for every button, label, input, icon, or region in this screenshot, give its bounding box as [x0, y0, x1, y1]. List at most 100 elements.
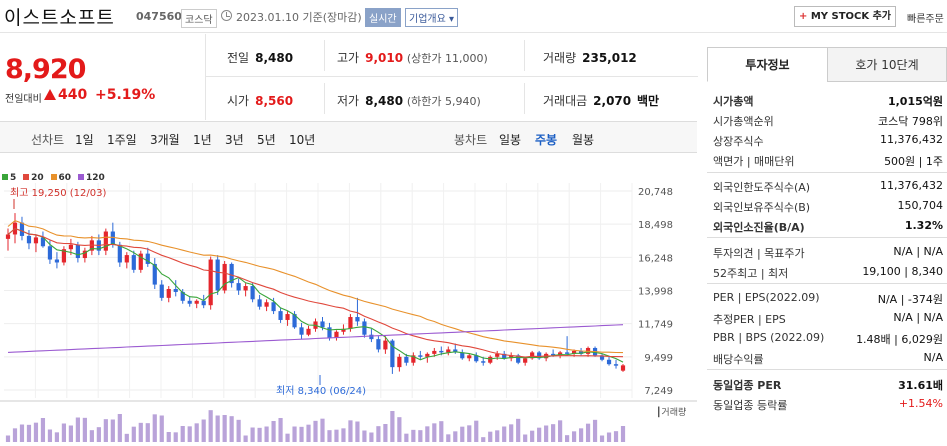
- up-triangle-icon: [44, 89, 56, 100]
- period-1d[interactable]: 1일: [75, 133, 94, 147]
- candle-body: [131, 255, 136, 270]
- volume-bar: [229, 416, 234, 442]
- investment-panel: 투자정보 호가 10단계 시가총액 1,015억원 시가총액순위 코스닥 798위 상장…: [707, 44, 947, 442]
- quick-order-button[interactable]: 빠른주문: [907, 14, 944, 25]
- candle-body: [68, 244, 73, 250]
- stats-row: 전일 8,480 고가 9,010 (상한가 11,000) 거래량 235,012: [206, 34, 698, 77]
- low-annotation: 최저 8,340 (06/24): [276, 385, 366, 397]
- volume-bar: [285, 433, 290, 442]
- candle-body: [222, 263, 227, 291]
- period-3m[interactable]: 3개월: [150, 133, 180, 147]
- candle-monthly[interactable]: 월봉: [572, 133, 595, 147]
- period-1y[interactable]: 1년: [193, 133, 212, 147]
- high-annotation: 최고 19,250 (12/03): [10, 187, 106, 199]
- volume-bar: [306, 424, 311, 442]
- candle-body: [110, 231, 115, 245]
- volume-bar: [187, 426, 192, 442]
- candle-body: [571, 350, 577, 354]
- period-10y[interactable]: 10년: [289, 133, 316, 147]
- period-bar: 선차트 1일 1주일 3개월 1년 3년 5년 10년 봉차트 일봉 주봉 월봉: [0, 121, 697, 153]
- volume-bar: [208, 410, 213, 442]
- candle-body: [159, 284, 164, 298]
- change-label: 전일대비: [5, 94, 42, 105]
- info-label: 외국인소진율(B/A): [713, 221, 805, 234]
- realtime-button[interactable]: 실시간: [365, 8, 401, 27]
- volume-bar: [453, 431, 458, 442]
- clock-icon: [221, 10, 232, 21]
- company-overview-dropdown[interactable]: 기업개요 ▾: [405, 8, 459, 27]
- candle-body: [551, 353, 556, 356]
- candle-body: [201, 300, 206, 306]
- volume-bar: [145, 423, 150, 442]
- volume-bar: [320, 418, 325, 442]
- volume-bar: [481, 437, 486, 442]
- info-row: 시가총액순위 코스닥 798위: [713, 111, 947, 131]
- tab-investment-info[interactable]: 투자정보: [707, 47, 828, 82]
- candle-body: [180, 291, 185, 301]
- candle-body: [502, 353, 507, 359]
- candle-body: [257, 299, 262, 307]
- volume-bar: [138, 422, 143, 442]
- volume-bar: [96, 427, 101, 442]
- price-change: 440: [44, 87, 87, 103]
- info-row: 동일업종 등락률 +1.54%: [713, 395, 947, 415]
- period-1w[interactable]: 1주일: [107, 133, 137, 147]
- volume-bar: [439, 421, 444, 442]
- tab-quote-10[interactable]: 호가 10단계: [827, 47, 947, 82]
- price-chart[interactable]: 5 20 60 120 20,748 18,498 16,248 13,998 11,7…: [0, 153, 697, 442]
- volume-label: 거래량: [543, 51, 577, 65]
- stats-table: 전일 8,480 고가 9,010 (상한가 11,000) 거래량 235,012 …: [205, 34, 698, 120]
- candle-body: [565, 352, 570, 354]
- candle-body: [250, 286, 255, 300]
- volume-bar: [390, 411, 395, 442]
- candle-body: [530, 352, 535, 359]
- chevron-down-icon: ▾: [449, 14, 455, 25]
- base-date: 2023.01.10 기준(장마감): [236, 11, 362, 24]
- volume-bar: [47, 429, 53, 442]
- volume-bar: [404, 433, 409, 442]
- info-label: 시가총액: [713, 95, 754, 108]
- candle-body: [369, 334, 374, 340]
- info-row: 상장주식수 11,376,432: [713, 131, 947, 151]
- ma120-line: [7, 324, 624, 353]
- candle-body: [117, 244, 122, 263]
- volume-bar: [620, 426, 626, 442]
- add-mystock-button[interactable]: + MY STOCK 추가: [794, 6, 896, 27]
- prev-close-label: 전일: [227, 51, 250, 65]
- candle-daily[interactable]: 일봉: [499, 133, 522, 147]
- period-3y[interactable]: 3년: [225, 133, 244, 147]
- candle-body: [61, 249, 67, 263]
- volume-bar: [355, 421, 360, 442]
- candle-weekly[interactable]: 주봉: [535, 133, 558, 147]
- candle-body: [362, 321, 367, 335]
- info-value: 31.61배: [898, 379, 943, 392]
- volume-bar: [446, 434, 451, 442]
- info-row: 외국인한도주식수(A) 11,376,432: [713, 177, 947, 197]
- price-change-percent: +5.19%: [95, 87, 156, 103]
- period-5y[interactable]: 5년: [257, 133, 276, 147]
- volume-bar: [180, 426, 185, 442]
- volume-bar: [585, 423, 591, 442]
- stock-code: 047560: [136, 10, 182, 23]
- candle-body: [166, 289, 171, 298]
- volume-bar: [271, 421, 276, 442]
- candle-body: [194, 300, 199, 304]
- legend-ma20: 20: [23, 173, 44, 183]
- candle-body: [599, 355, 605, 360]
- panel-tabs: 투자정보 호가 10단계: [707, 47, 947, 82]
- volume-bar: [292, 426, 297, 442]
- candle-body: [152, 263, 157, 285]
- info-label: 동일업종 PER: [713, 379, 782, 392]
- info-row: 외국인보유주식수(B) 150,704: [713, 197, 947, 217]
- open-value: 8,560: [255, 94, 294, 108]
- candle-body: [26, 235, 32, 244]
- y-tick-label: 13,998: [638, 287, 673, 298]
- volume-bar: [418, 430, 423, 442]
- candle-body: [75, 244, 80, 259]
- candle-body: [54, 259, 60, 263]
- candle-body: [516, 355, 521, 363]
- info-label: 액면가 | 매매단위: [713, 155, 795, 168]
- chart-legend: 5 20 60 120: [2, 173, 109, 183]
- candle-body: [453, 349, 458, 353]
- info-label: 투자의견 | 목표주가: [713, 247, 805, 260]
